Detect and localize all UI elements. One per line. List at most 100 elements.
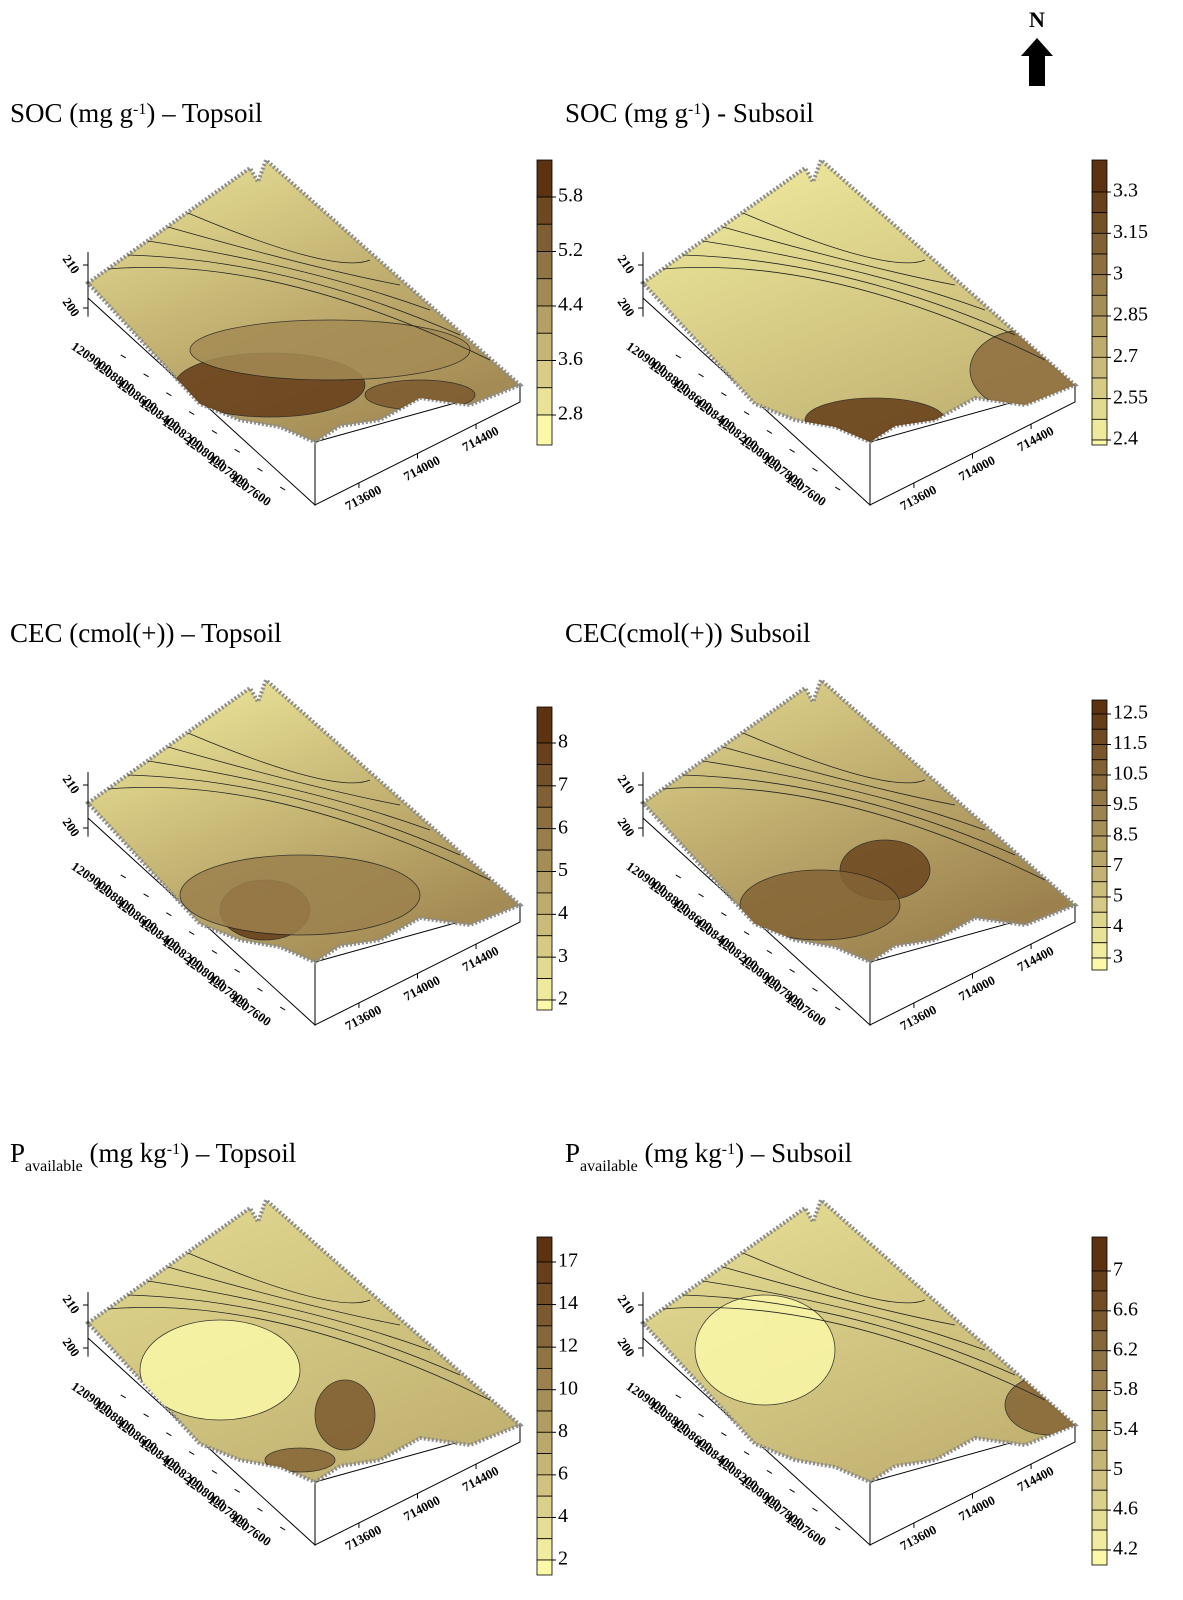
colorbar-segment bbox=[536, 1474, 553, 1497]
contour-line bbox=[107, 1307, 491, 1401]
colorbar-segment bbox=[536, 1304, 553, 1327]
colorbar-tick-label: 4 bbox=[558, 1505, 568, 1527]
y-tick bbox=[812, 1507, 818, 1512]
contour-line bbox=[722, 226, 956, 286]
colorbar-segment bbox=[536, 360, 553, 389]
colorbar-segment bbox=[1091, 713, 1108, 730]
colorbar-segment bbox=[536, 706, 553, 744]
y-tick bbox=[143, 1413, 149, 1418]
title-part: available bbox=[580, 1158, 638, 1175]
y-tick bbox=[188, 411, 195, 415]
y-tick bbox=[789, 448, 795, 453]
colorbar-segment bbox=[536, 1282, 553, 1305]
colorbar-segment bbox=[1091, 850, 1108, 867]
z-tick-label: 210 bbox=[60, 252, 83, 277]
surface-zone bbox=[189, 319, 471, 381]
colorbar-segment bbox=[1091, 728, 1108, 745]
colorbar-segment bbox=[1091, 377, 1108, 400]
title-part: P bbox=[565, 1138, 580, 1168]
colorbar-tick-label: 3.3 bbox=[1113, 180, 1138, 202]
contour-line bbox=[187, 212, 371, 264]
colorbar-tick-label: 2.85 bbox=[1113, 304, 1148, 326]
colorbar-tick-label: 5.2 bbox=[558, 239, 583, 261]
contour-line bbox=[167, 226, 401, 286]
contour-line bbox=[167, 1266, 401, 1326]
y-tick bbox=[675, 354, 682, 359]
colorbar-segment bbox=[1091, 881, 1108, 898]
colorbar-tick-label: 5 bbox=[558, 859, 568, 881]
colorbar-segment bbox=[536, 892, 553, 915]
y-tick bbox=[279, 1006, 286, 1011]
surface-zone bbox=[739, 869, 901, 941]
colorbar-segment bbox=[1091, 1350, 1108, 1372]
contour-line bbox=[127, 1294, 461, 1376]
colorbar-segment bbox=[536, 223, 553, 252]
colorbar-segment bbox=[1091, 1290, 1108, 1312]
title-part: SOC (mg g bbox=[565, 98, 688, 128]
contour-line bbox=[682, 1294, 1016, 1376]
y-tick-label: 1207600 bbox=[783, 471, 829, 509]
surface-detail bbox=[107, 732, 491, 941]
colorbar-segment bbox=[1091, 1370, 1108, 1391]
colorbar-segment bbox=[1091, 418, 1108, 441]
y-tick bbox=[766, 950, 773, 954]
colorbar-segment bbox=[536, 1346, 553, 1369]
map-surface bbox=[639, 156, 1079, 445]
contour-line bbox=[147, 760, 431, 831]
contour-line bbox=[187, 1252, 371, 1304]
colorbar-segment bbox=[536, 1495, 553, 1518]
surface-detail bbox=[107, 1252, 491, 1473]
colorbar-segment bbox=[536, 1517, 553, 1540]
colorbar-segment bbox=[1091, 294, 1108, 317]
colorbar-tick-label: 7 bbox=[1113, 1259, 1123, 1281]
y-tick bbox=[721, 1432, 727, 1437]
colorbar-segment bbox=[1091, 744, 1108, 761]
y-tick bbox=[257, 1507, 263, 1512]
y-tick bbox=[279, 486, 286, 491]
y-tick bbox=[257, 467, 263, 472]
colorbar-tick-label: 5.4 bbox=[1113, 1418, 1138, 1440]
colorbar-segment bbox=[1091, 699, 1108, 715]
panel-title: SOC (mg g-1) – Topsoil bbox=[10, 98, 262, 128]
y-tick bbox=[698, 893, 704, 898]
colorbar-segment bbox=[536, 956, 553, 979]
surface-detail bbox=[662, 732, 1046, 941]
y-tick-label: 1207600 bbox=[228, 1511, 274, 1549]
colorbar-segment bbox=[1091, 191, 1108, 214]
colorbar-segment bbox=[1091, 820, 1108, 837]
colorbar-tick-label: 3 bbox=[1113, 946, 1123, 968]
panel-title: CEC(cmol(+)) Subsoil bbox=[565, 618, 810, 648]
y-tick bbox=[166, 912, 172, 917]
colorbar-tick-label: 5.8 bbox=[558, 185, 583, 207]
colorbar-tick-label: 2.4 bbox=[1113, 428, 1138, 450]
panel-title: Pavailable (mg kg-1) – Subsoil bbox=[565, 1138, 852, 1175]
y-tick bbox=[211, 430, 218, 434]
colorbar-segment bbox=[1091, 835, 1108, 852]
y-tick bbox=[188, 1451, 195, 1455]
colorbar-segment bbox=[536, 414, 553, 446]
contour-line bbox=[722, 746, 956, 806]
colorbar-segment bbox=[536, 764, 553, 787]
title-part: (mg kg bbox=[638, 1138, 722, 1168]
colorbar-tick-label: 3.6 bbox=[558, 348, 583, 370]
colorbar-segment bbox=[1091, 1430, 1108, 1451]
colorbar-segment bbox=[536, 1236, 553, 1263]
contour-line bbox=[662, 1307, 1046, 1401]
colorbar-segment bbox=[536, 196, 553, 225]
colorbar-tick-label: 2.7 bbox=[1113, 345, 1138, 367]
title-part: ) – Topsoil bbox=[146, 98, 262, 128]
y-tick bbox=[698, 1413, 704, 1418]
y-tick-label: 1207600 bbox=[783, 991, 829, 1029]
colorbar-segment bbox=[536, 332, 553, 361]
title-part: -1 bbox=[722, 1141, 735, 1158]
contour-line bbox=[722, 1266, 956, 1326]
colorbar-segment bbox=[1091, 1549, 1108, 1566]
contour-line bbox=[702, 760, 986, 831]
colorbar-segment bbox=[1091, 398, 1108, 420]
colorbar-segment bbox=[536, 913, 553, 937]
surface-zone bbox=[179, 854, 421, 936]
y-tick bbox=[721, 912, 727, 917]
colorbar-tick-label: 9.5 bbox=[1113, 793, 1138, 815]
colorbar-tick-label: 6.2 bbox=[1113, 1338, 1138, 1360]
title-part: -1 bbox=[133, 101, 146, 118]
